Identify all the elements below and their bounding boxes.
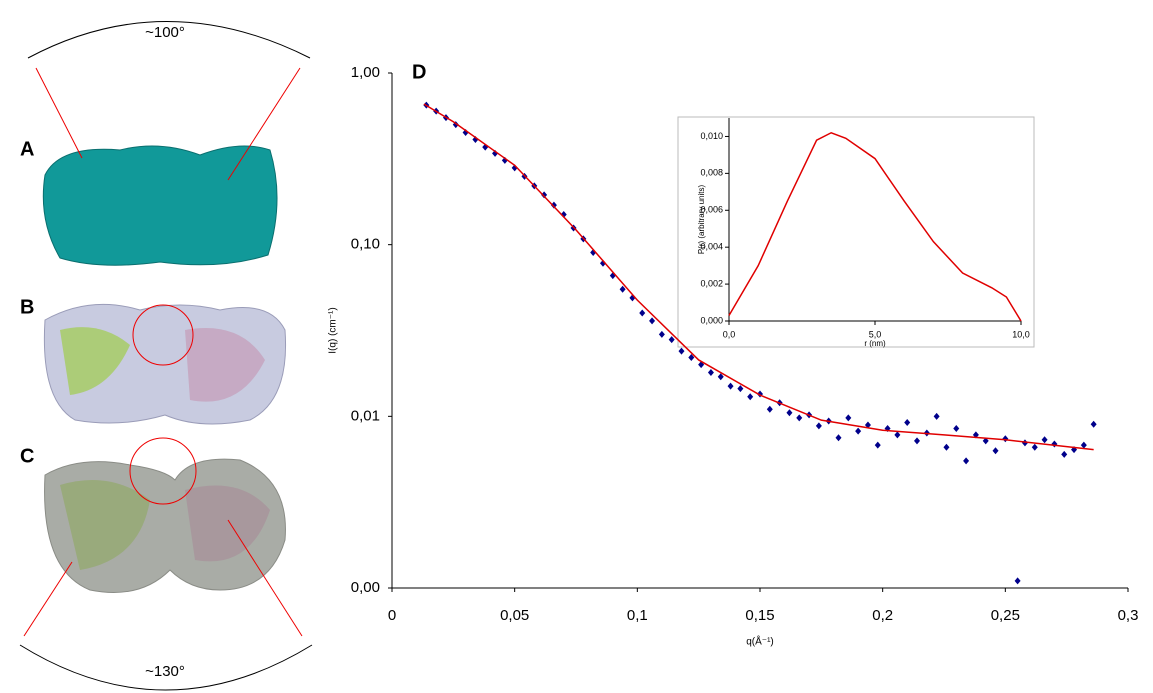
arrow <box>227 67 301 181</box>
x-tick-label: 0,3 <box>1118 607 1139 624</box>
data-point <box>1041 436 1048 444</box>
ribbon <box>185 485 270 562</box>
circle-marker <box>132 304 194 366</box>
data-point <box>845 414 852 422</box>
data-point <box>1090 420 1097 428</box>
x-tick-label: 0,05 <box>500 607 529 624</box>
data-point <box>707 369 714 377</box>
y-tick-label: 0,008 <box>700 168 723 178</box>
data-point <box>649 317 656 325</box>
x-tick-label: 10,0 <box>1012 329 1030 339</box>
panel-label: C <box>20 445 34 467</box>
angle-label: ~130° <box>145 663 185 680</box>
data-point <box>668 336 675 344</box>
fit-line <box>423 103 1094 451</box>
x-tick-label: 0,0 <box>723 329 736 339</box>
y-axis-label: P(r) (arbitrary units) <box>697 184 706 254</box>
data-point <box>678 347 685 355</box>
data-point <box>688 354 695 362</box>
y-tick-label: 0,01 <box>351 407 380 424</box>
data-point <box>550 201 557 209</box>
panel-label: B <box>20 296 34 318</box>
data-point <box>894 431 901 439</box>
x-tick-label: 0,15 <box>745 607 774 624</box>
x-tick-label: 0 <box>388 607 396 624</box>
data-point <box>1080 441 1087 449</box>
data-point <box>737 385 744 393</box>
data-point <box>796 414 803 422</box>
data-point <box>727 382 734 390</box>
data-point <box>1051 440 1058 448</box>
data-point <box>786 409 793 417</box>
data-point <box>943 443 950 451</box>
data-point <box>992 447 999 455</box>
x-tick-label: 0,1 <box>627 607 648 624</box>
angle-arc <box>19 644 313 691</box>
data-point <box>864 421 871 429</box>
y-tick-label: 0,10 <box>351 236 380 253</box>
y-tick-label: 0,006 <box>700 205 723 215</box>
x-tick-label: 0,25 <box>991 607 1020 624</box>
data-point <box>933 412 940 420</box>
y-tick-label: 0,00 <box>351 579 380 596</box>
data-point <box>914 437 921 445</box>
data-point <box>639 309 646 317</box>
panel-label: D <box>412 61 426 83</box>
data-point <box>855 427 862 435</box>
inset-frame <box>677 116 1035 348</box>
data-point <box>963 457 970 465</box>
x-tick-label: 5,0 <box>869 329 882 339</box>
data-point <box>904 419 911 427</box>
data-point <box>717 373 724 381</box>
data-point <box>658 330 665 338</box>
data-point <box>1002 435 1009 443</box>
data-point <box>1061 450 1068 458</box>
arrow <box>23 561 73 637</box>
data-point <box>953 424 960 432</box>
angle-label: ~100° <box>145 24 185 41</box>
data-point <box>541 191 548 199</box>
x-axis-label: q(Å⁻¹) <box>746 635 774 648</box>
ribbon <box>185 328 265 402</box>
data-point <box>619 285 626 293</box>
x-axis-label: r (nm) <box>864 339 886 348</box>
data-point <box>874 441 881 449</box>
panel-label: A <box>20 138 34 160</box>
data-point <box>1014 577 1021 585</box>
data-point <box>1031 443 1038 451</box>
y-tick-label: 0,002 <box>700 278 723 288</box>
ribbon <box>60 327 130 395</box>
arrow <box>227 519 303 637</box>
y-tick-label: 0,010 <box>700 131 723 141</box>
angle-arc <box>27 21 311 59</box>
data-point <box>747 393 754 401</box>
ribbon <box>60 480 150 570</box>
y-tick-label: 0,000 <box>700 315 723 325</box>
circle-marker <box>129 437 197 505</box>
y-tick-label: 1,00 <box>351 64 380 81</box>
data-point <box>835 434 842 442</box>
arrow <box>35 67 83 159</box>
y-axis-label: I(q) (cm⁻¹) <box>328 307 339 353</box>
data-point <box>609 272 616 280</box>
fit-line <box>728 131 1022 322</box>
surface-a <box>42 145 278 266</box>
data-point <box>815 422 822 430</box>
data-point <box>766 405 773 413</box>
structure-panels: ~100° A B C ~130° <box>19 21 313 691</box>
y-tick-label: 0,004 <box>700 242 723 252</box>
x-tick-label: 0,2 <box>872 607 893 624</box>
